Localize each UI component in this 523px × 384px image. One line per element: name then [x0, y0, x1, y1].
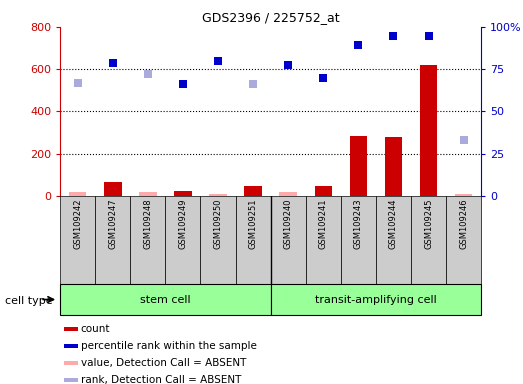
Text: GSM109245: GSM109245	[424, 199, 433, 249]
Bar	[139, 192, 156, 196]
Point	[144, 71, 152, 78]
Text: percentile rank within the sample: percentile rank within the sample	[81, 341, 257, 351]
Bar	[64, 378, 78, 382]
Bar	[200, 196, 235, 284]
Bar	[271, 196, 306, 284]
Bar	[64, 344, 78, 348]
Point	[319, 74, 327, 81]
Point	[179, 81, 187, 87]
Point	[389, 33, 397, 40]
Bar	[341, 196, 376, 284]
Text: GSM109249: GSM109249	[178, 199, 187, 249]
Bar	[446, 196, 481, 284]
Point	[424, 33, 433, 40]
Point	[109, 60, 117, 66]
Bar	[349, 136, 367, 196]
Text: GSM109251: GSM109251	[248, 199, 258, 249]
Point	[284, 62, 292, 68]
Bar	[314, 186, 332, 196]
Bar	[306, 196, 341, 284]
Bar	[411, 196, 446, 284]
Text: count: count	[81, 324, 110, 334]
Text: rank, Detection Call = ABSENT: rank, Detection Call = ABSENT	[81, 375, 241, 384]
Title: GDS2396 / 225752_at: GDS2396 / 225752_at	[202, 11, 339, 24]
Point	[249, 81, 257, 87]
Point	[459, 137, 468, 143]
Bar	[60, 196, 95, 284]
Text: GSM109241: GSM109241	[319, 199, 328, 249]
Bar	[174, 190, 192, 196]
Bar	[69, 192, 86, 196]
Bar	[95, 196, 130, 284]
Bar	[209, 194, 227, 196]
Text: GSM109248: GSM109248	[143, 199, 152, 249]
Bar	[60, 284, 271, 315]
Text: GSM109250: GSM109250	[213, 199, 222, 249]
Bar	[376, 196, 411, 284]
Text: GSM109240: GSM109240	[283, 199, 293, 249]
Point	[74, 80, 82, 86]
Text: transit-amplifying cell: transit-amplifying cell	[315, 295, 437, 305]
Bar	[385, 137, 402, 196]
Text: value, Detection Call = ABSENT: value, Detection Call = ABSENT	[81, 358, 246, 368]
Text: GSM109242: GSM109242	[73, 199, 82, 249]
Text: GSM109247: GSM109247	[108, 199, 117, 249]
Point	[354, 42, 362, 48]
Bar	[271, 284, 481, 315]
Bar	[165, 196, 200, 284]
Bar	[64, 327, 78, 331]
Bar	[104, 182, 121, 196]
Point	[214, 58, 222, 64]
Text: GSM109244: GSM109244	[389, 199, 398, 249]
Text: stem cell: stem cell	[140, 295, 191, 305]
Text: GSM109246: GSM109246	[459, 199, 468, 249]
Text: cell type: cell type	[5, 296, 53, 306]
Bar	[64, 361, 78, 365]
Bar	[279, 192, 297, 196]
Bar	[130, 196, 165, 284]
Bar	[244, 186, 262, 196]
Bar	[235, 196, 271, 284]
Bar	[455, 194, 472, 196]
Text: GSM109243: GSM109243	[354, 199, 363, 249]
Bar	[420, 65, 437, 196]
